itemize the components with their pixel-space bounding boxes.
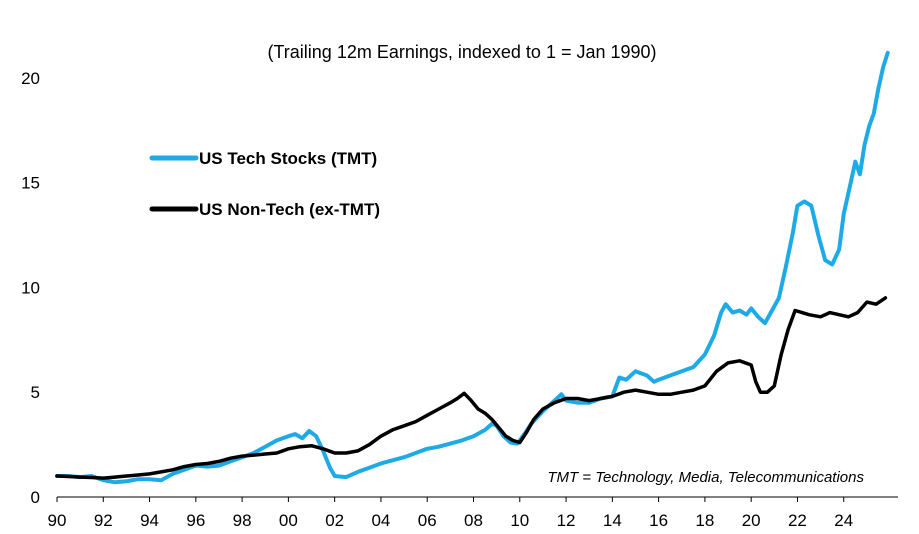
x-tick-label: 02	[325, 511, 344, 530]
x-tick-label: 10	[510, 511, 529, 530]
chart-subtitle: (Trailing 12m Earnings, indexed to 1 = J…	[267, 42, 656, 62]
series-line-nontech	[55, 296, 888, 480]
x-axis-tick-labels: 90 92 94 96 98 00 02 04 06 08 10 12 14 16 18 20 22 24	[48, 511, 854, 530]
series-lines	[55, 50, 890, 485]
x-tick-label: 08	[464, 511, 483, 530]
x-tick-label: 06	[418, 511, 437, 530]
legend-label-tech: US Tech Stocks (TMT)	[199, 149, 377, 168]
x-axis-tick-marks	[56, 497, 845, 502]
x-tick-label: 94	[140, 511, 159, 530]
x-tick-label: 18	[695, 511, 714, 530]
legend-label-nontech: US Non-Tech (ex-TMT)	[199, 200, 380, 219]
y-tick-label: 10	[21, 278, 40, 297]
y-tick-label: 20	[21, 69, 40, 88]
x-tick-label: 16	[649, 511, 668, 530]
x-tick-label: 24	[834, 511, 853, 530]
y-tick-label: 15	[21, 174, 40, 193]
x-tick-label: 96	[186, 511, 205, 530]
x-tick-label: 90	[48, 511, 67, 530]
x-tick-label: 12	[557, 511, 576, 530]
x-tick-label: 20	[742, 511, 761, 530]
x-tick-label: 04	[371, 511, 390, 530]
y-axis-tick-labels: 0 5 10 15 20	[21, 69, 40, 507]
series-line-tech	[55, 50, 890, 485]
x-tick-label: 14	[603, 511, 622, 530]
y-tick-label: 5	[31, 383, 40, 402]
y-tick-label: 0	[31, 488, 40, 507]
tmt-definition-note: TMT = Technology, Media, Telecommunicati…	[547, 469, 864, 486]
x-tick-label: 22	[788, 511, 807, 530]
legend: US Tech Stocks (TMT) US Non-Tech (ex-TMT…	[149, 149, 380, 219]
x-tick-label: 00	[279, 511, 298, 530]
x-tick-label: 98	[233, 511, 252, 530]
x-tick-label: 92	[94, 511, 113, 530]
